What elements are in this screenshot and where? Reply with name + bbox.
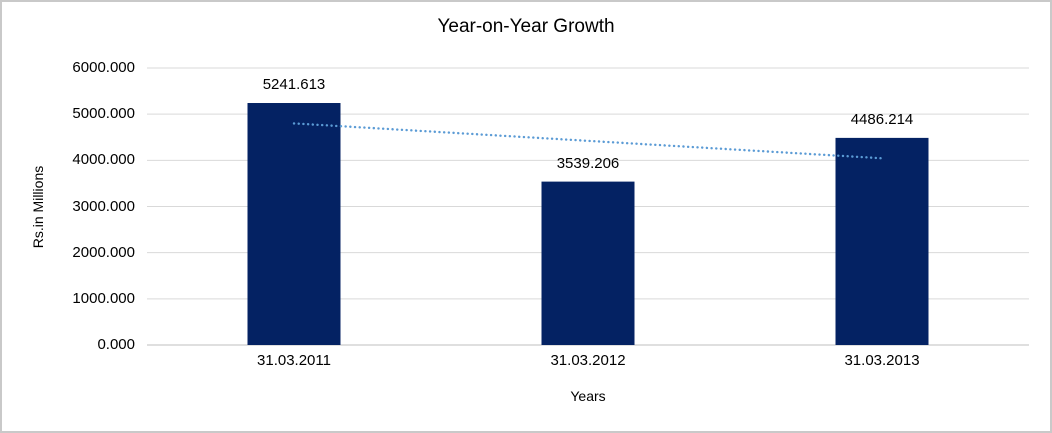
bar bbox=[247, 103, 341, 345]
data-label: 3539.206 bbox=[556, 154, 620, 172]
x-tick-label: 31.03.2013 bbox=[844, 352, 920, 369]
x-tick-label: 31.03.2012 bbox=[550, 352, 626, 369]
x-tick-label: 31.03.2011 bbox=[257, 352, 331, 369]
bar bbox=[541, 181, 635, 345]
y-tick-label: 5000.000 bbox=[72, 105, 135, 123]
bar bbox=[835, 137, 929, 345]
y-tick-label: 6000.000 bbox=[72, 59, 135, 76]
trendline bbox=[292, 122, 884, 160]
data-label: 4486.214 bbox=[850, 110, 914, 128]
y-tick-label: 2000.000 bbox=[72, 243, 135, 261]
chart-title: Year-on-Year Growth bbox=[437, 16, 615, 37]
x-axis-title: Years bbox=[570, 388, 606, 404]
y-tick-label: 3000.000 bbox=[72, 197, 135, 215]
y-tick-label: 4000.000 bbox=[72, 151, 135, 169]
y-tick-label: 0.000 bbox=[97, 336, 135, 353]
y-tick-label: 1000.000 bbox=[72, 289, 135, 307]
data-label: 5241.613 bbox=[262, 76, 326, 93]
